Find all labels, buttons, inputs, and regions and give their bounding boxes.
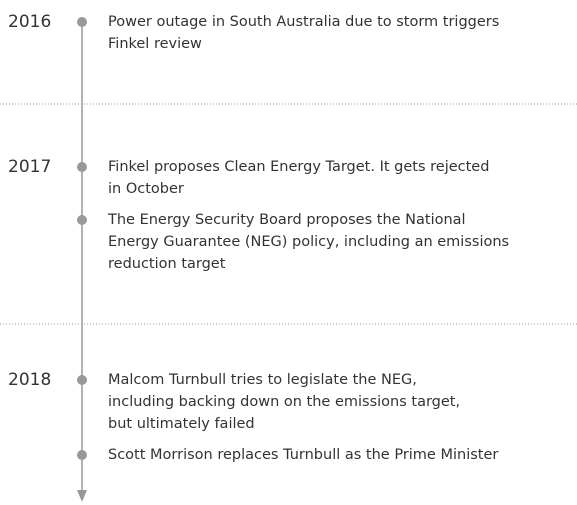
event-dot: [77, 450, 87, 460]
event-dot: [77, 215, 87, 225]
event-dot: [77, 162, 87, 172]
event-text: Finkel proposes Clean Energy Target. It …: [108, 159, 489, 175]
event-text: Finkel review: [108, 36, 202, 52]
event-text: reduction target: [108, 256, 226, 272]
event-text: in October: [108, 181, 184, 197]
year: 2017: [8, 157, 51, 177]
event-text: Malcom Turnbull tries to legislate the N…: [108, 372, 417, 388]
timeline-arrow: [77, 490, 87, 502]
year: 2016: [8, 12, 51, 32]
year: 2018: [8, 370, 51, 390]
event-text: Energy Guarantee (NEG) policy, including…: [108, 234, 509, 250]
event-text: but ultimately failed: [108, 416, 255, 432]
event-dot: [77, 375, 87, 385]
event-text: The Energy Security Board proposes the N…: [107, 212, 466, 228]
event-text: Scott Morrison replaces Turnbull as the …: [108, 447, 498, 463]
event-text: including backing down on the emissions …: [108, 394, 460, 410]
event-text: Power outage in South Australia due to s…: [108, 14, 499, 30]
event-dot: [77, 17, 87, 27]
